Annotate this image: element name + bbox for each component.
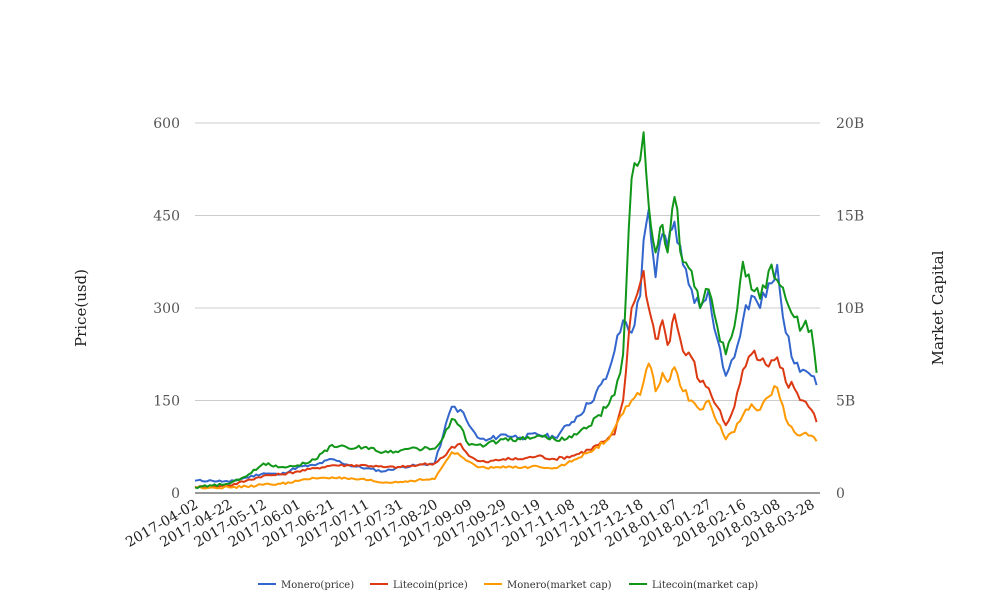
y-axis-title: Price(usd) [72, 269, 90, 347]
legend-item: Litecoin(price) [370, 580, 468, 591]
y-tick-label: 300 [153, 301, 180, 317]
series-line-monero-market-cap [194, 362, 818, 490]
gridlines [195, 122, 820, 401]
y2-axis-title: Market Capital [929, 250, 947, 365]
y2-tick-label: 0 [836, 486, 845, 502]
legend-label: Litecoin(market cap) [652, 580, 758, 591]
y-tick-label: 600 [153, 116, 180, 132]
legend-label: Monero(price) [281, 580, 354, 591]
y2-tick-label: 10B [836, 301, 864, 317]
legend: Monero(price) Litecoin(price) Monero(marke… [258, 580, 758, 591]
y2-tick-label: 15B [836, 209, 864, 225]
series-line-litecoin-price [194, 270, 818, 489]
y-tick-label: 0 [171, 486, 180, 502]
y2-tick-label: 20B [836, 116, 864, 132]
y-tick-label: 150 [153, 394, 180, 410]
series-lines [194, 131, 818, 490]
y-tick-label: 450 [153, 209, 180, 225]
legend-item: Monero(market cap) [484, 580, 612, 591]
y2-tick-label: 5B [836, 394, 855, 410]
legend-item: Monero(price) [258, 580, 354, 591]
series-line-litecoin-market-cap [194, 131, 818, 490]
legend-label: Litecoin(price) [393, 580, 468, 591]
legend-label: Monero(market cap) [507, 580, 612, 591]
legend-item: Litecoin(market cap) [629, 580, 758, 591]
